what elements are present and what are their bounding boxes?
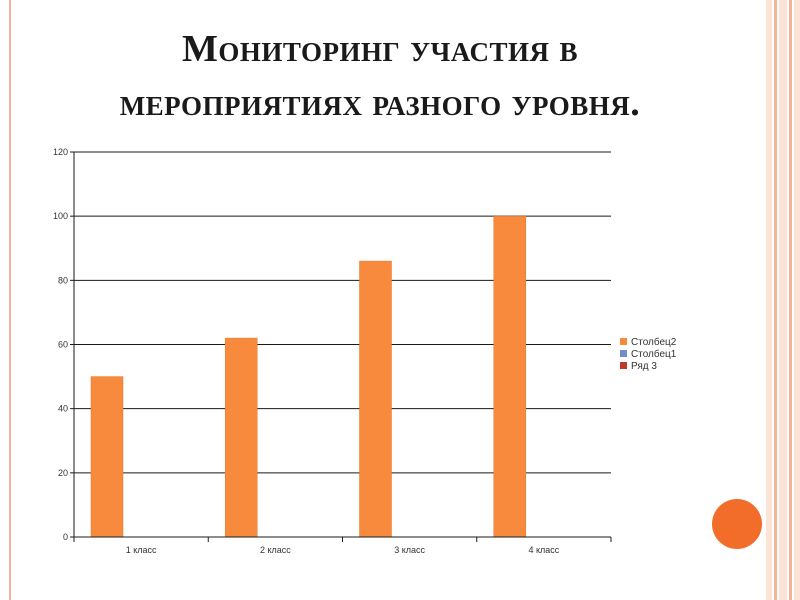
y-tick-label: 60 (58, 340, 68, 350)
decorative-orange-circle (712, 499, 762, 549)
y-tick-label: 100 (53, 211, 68, 221)
bar (225, 337, 258, 538)
y-tick-label: 0 (63, 532, 68, 542)
y-tick-label: 120 (53, 147, 68, 157)
legend-swatch (620, 350, 627, 357)
left-border-rule (9, 0, 11, 600)
legend-label: Столбец1 (631, 348, 677, 360)
y-tick-label: 80 (58, 275, 68, 285)
chart-gridlines (74, 151, 611, 538)
x-tick-label: 2 класс (260, 545, 291, 555)
y-axis-ticks: 0 20 40 60 80 100 120 (53, 147, 74, 542)
title-line-1: Мониторинг участия в (182, 28, 578, 70)
bar (493, 215, 526, 538)
chart-bars (90, 215, 526, 538)
page-title: Мониторинг участия в мероприятиях разног… (40, 22, 720, 130)
x-axis-ticks: 1 класс 2 класс 3 класс 4 класс (73, 537, 612, 555)
y-tick-label: 20 (58, 468, 68, 478)
legend-label: Ряд 3 (631, 361, 657, 372)
title-line-2: мероприятиях разного уровня. (119, 82, 641, 124)
x-tick-label: 3 класс (394, 545, 425, 555)
x-tick-label: 4 класс (528, 545, 559, 555)
y-tick-label: 40 (58, 404, 68, 414)
right-border-stripes (766, 0, 800, 600)
bar (90, 376, 124, 538)
legend-label: Столбец2 (631, 336, 677, 348)
legend-swatch (620, 362, 627, 369)
legend-swatch (620, 338, 627, 345)
bar (359, 260, 392, 538)
x-tick-label: 1 класс (126, 545, 157, 555)
